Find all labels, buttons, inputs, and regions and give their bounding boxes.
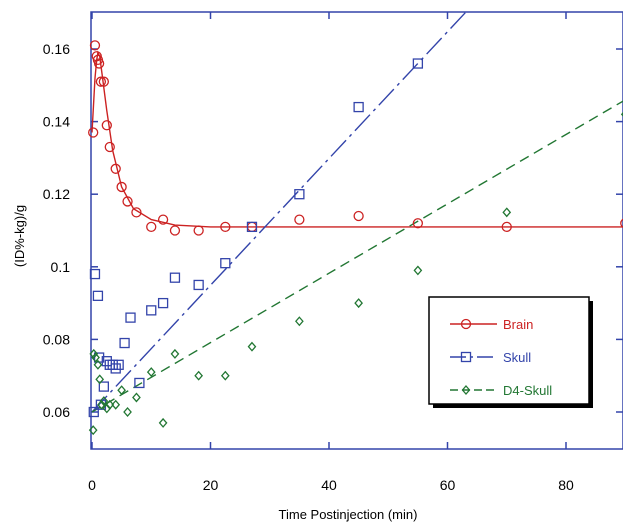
skull-fit-line bbox=[92, 13, 465, 412]
y-tick-label: 0.14 bbox=[43, 114, 70, 130]
y-axis-title: (ID%-kg)/g bbox=[12, 205, 27, 267]
skull-point bbox=[108, 360, 117, 369]
skull-point bbox=[99, 382, 108, 391]
brain-point bbox=[354, 211, 363, 220]
x-tick-label: 0 bbox=[88, 477, 96, 493]
d4-skull-point bbox=[195, 372, 202, 380]
brain-point bbox=[102, 121, 111, 130]
skull-point bbox=[170, 273, 179, 282]
d4-skull-point bbox=[160, 419, 167, 427]
brain-legend-label: Brain bbox=[503, 317, 533, 332]
skull-point bbox=[120, 339, 129, 348]
skull-legend-label: Skull bbox=[503, 350, 531, 365]
d4-skull-point bbox=[296, 317, 303, 325]
d4-skull-point bbox=[414, 266, 421, 274]
skull-point bbox=[354, 103, 363, 112]
skull-point bbox=[111, 364, 120, 373]
brain-point bbox=[147, 222, 156, 231]
d4-skull-point bbox=[148, 368, 155, 376]
axis-tick-labels: 0 20 40 60 80 0.06 0.08 0.1 0.12 0.14 0.16 bbox=[43, 41, 574, 493]
skull-point bbox=[147, 306, 156, 315]
y-tick-label: 0.06 bbox=[43, 404, 70, 420]
skull-point bbox=[114, 360, 123, 369]
d4-skull-point bbox=[171, 350, 178, 358]
brain-point bbox=[194, 226, 203, 235]
brain-point bbox=[170, 226, 179, 235]
x-tick-label: 20 bbox=[203, 477, 219, 493]
d4-skull-point bbox=[222, 372, 229, 380]
legend: Brain Skull D4-Skull bbox=[429, 297, 593, 408]
brain-point bbox=[89, 128, 98, 137]
brain-point bbox=[295, 215, 304, 224]
y-tick-label: 0.12 bbox=[43, 186, 70, 202]
x-tick-label: 80 bbox=[558, 477, 574, 493]
y-tick-label: 0.08 bbox=[43, 331, 70, 347]
skull-point bbox=[221, 259, 230, 268]
skull-point bbox=[194, 280, 203, 289]
skull-point bbox=[93, 291, 102, 300]
skull-point bbox=[105, 360, 114, 369]
x-axis-title: Time Postinjection (min) bbox=[279, 507, 418, 522]
x-tick-label: 40 bbox=[321, 477, 337, 493]
y-tick-label: 0.16 bbox=[43, 41, 70, 57]
skull-point bbox=[159, 299, 168, 308]
y-tick-label: 0.1 bbox=[51, 259, 71, 275]
brain-point bbox=[105, 143, 114, 152]
d4-skull-point bbox=[124, 408, 131, 416]
d4-skull-legend-label: D4-Skull bbox=[503, 383, 552, 398]
legend-shadow-bottom bbox=[433, 404, 593, 408]
d4-skull-point bbox=[355, 299, 362, 307]
skull-point bbox=[90, 270, 99, 279]
legend-shadow bbox=[589, 301, 593, 408]
d4-skull-point bbox=[133, 393, 140, 401]
x-tick-label: 60 bbox=[440, 477, 456, 493]
d4-skull-point bbox=[248, 343, 255, 351]
brain-fit-line bbox=[92, 53, 623, 227]
skull-point bbox=[126, 313, 135, 322]
d4-skull-point bbox=[503, 208, 510, 216]
